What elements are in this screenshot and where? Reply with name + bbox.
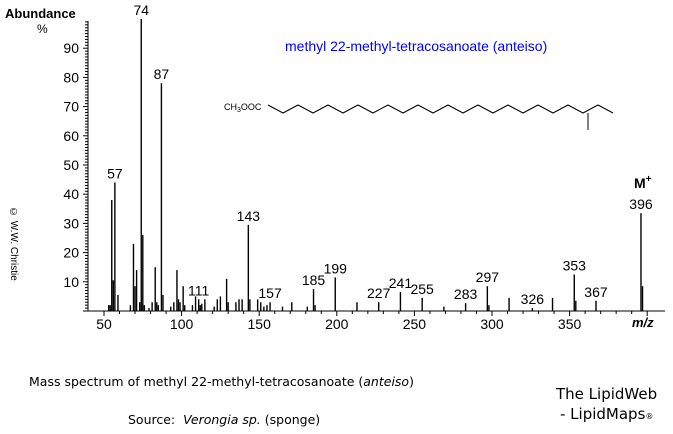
peak-label: 143 — [237, 208, 261, 224]
x-tick-label: 250 — [403, 316, 427, 332]
brand-lipidweb: The LipidWeb — [556, 385, 658, 403]
peak-label: 157 — [258, 285, 282, 301]
source-species: Verongia sp. — [183, 412, 261, 427]
registered-mark: ® — [645, 412, 654, 421]
chart-peaks — [107, 19, 644, 311]
y-tick-label: 70 — [63, 99, 79, 115]
x-tick-label: 50 — [96, 316, 112, 332]
y-tick-label: 30 — [63, 215, 79, 231]
x-tick-label: 200 — [325, 316, 349, 332]
source-label: Source: — [128, 412, 184, 427]
source-caption: Source: Verongia sp. (sponge) — [128, 412, 320, 427]
y-tick-label: 80 — [63, 69, 79, 85]
peak-label: 57 — [107, 166, 123, 182]
peak-label: 185 — [302, 272, 326, 288]
peak-label: 87 — [154, 66, 170, 82]
brand-lipidmaps: - LipidMaps® — [560, 405, 653, 423]
y-tick-label: 60 — [63, 128, 79, 144]
y-tick-label: 20 — [63, 245, 79, 261]
y-tick-label: 50 — [63, 157, 79, 173]
x-tick-label: 300 — [480, 316, 504, 332]
y-axis-unit: % — [37, 22, 48, 36]
y-tick-label: 40 — [63, 186, 79, 202]
peak-label: 227 — [367, 285, 391, 301]
peak-label: 297 — [476, 269, 500, 285]
caption-italic: anteiso — [363, 374, 410, 389]
peak-label: 283 — [454, 286, 478, 302]
x-tick-label: 350 — [558, 316, 582, 332]
y-tick-label: 90 — [63, 40, 79, 56]
chemical-structure: CH3OOC — [224, 102, 614, 130]
structure-ester-label: CH3OOC — [224, 102, 262, 114]
peak-label: 396 — [629, 196, 653, 212]
peak-label: 326 — [521, 291, 545, 307]
figure-caption: Mass spectrum of methyl 22-methyl-tetrac… — [29, 374, 414, 389]
y-axis-title: Abundance — [5, 6, 76, 21]
copyright-text: © W.W. Christie — [8, 207, 19, 281]
peak-label: 111 — [188, 282, 209, 298]
x-tick-label: 100 — [170, 316, 194, 332]
peak-label: 255 — [410, 281, 434, 297]
y-tick-label: 10 — [63, 274, 79, 290]
brand-lipidmaps-text: - LipidMaps — [560, 405, 646, 423]
carbon-chain — [267, 104, 614, 114]
molecular-ion-label: M+ — [634, 174, 652, 191]
peak-label: 241 — [389, 275, 413, 291]
peak-label: 74 — [133, 2, 149, 18]
peak-label: 199 — [324, 260, 348, 276]
x-tick-label: 150 — [248, 316, 272, 332]
peak-label: 367 — [584, 284, 608, 300]
caption-text: Mass spectrum of methyl 22-methyl-tetrac… — [29, 374, 364, 389]
caption-text-end: ) — [409, 374, 414, 389]
compound-title: methyl 22-methyl-tetracosanoate (anteiso… — [285, 38, 547, 54]
x-axis-label: m/z — [632, 315, 654, 330]
source-type: (sponge) — [260, 412, 321, 427]
peak-label: 353 — [563, 258, 587, 274]
